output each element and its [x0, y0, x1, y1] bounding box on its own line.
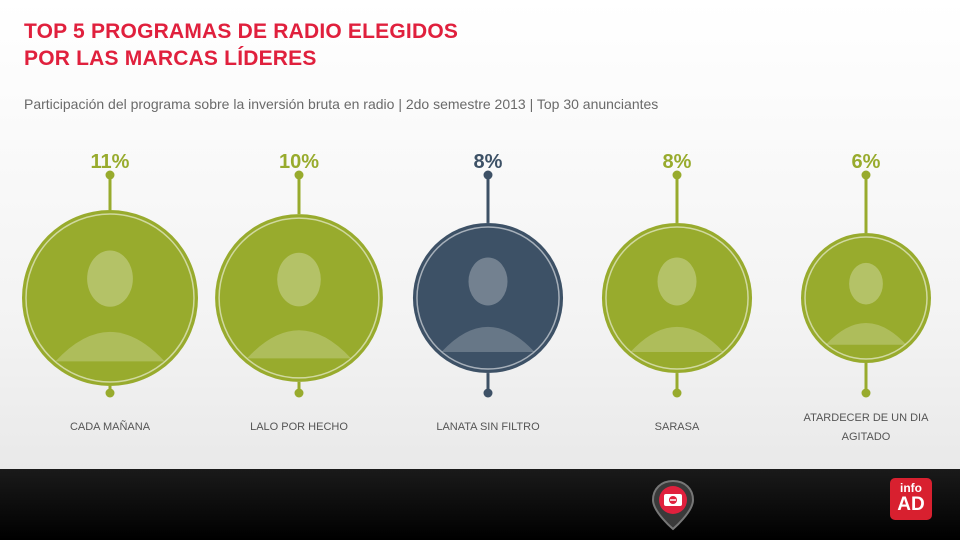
category-label: LANATA SIN FILTRO: [436, 421, 540, 433]
category-label: ATARDECER DE UN DIA: [804, 412, 930, 424]
title-line-1: TOP 5 PROGRAMAS DE RADIO ELEGIDOS: [24, 20, 459, 43]
portrait-body-icon: [246, 330, 352, 359]
connector-dot-bottom: [672, 388, 682, 398]
bubble-1: [22, 210, 198, 386]
logo-text-ad: AD: [897, 494, 925, 515]
portrait-head-icon: [468, 257, 508, 306]
logo-text-info: info: [900, 481, 922, 495]
bubble-inner-ring: [416, 226, 560, 370]
chart-subtitle: Participación del programa sobre la inve…: [24, 96, 659, 112]
value-label: 8%: [663, 151, 692, 173]
portrait-head-icon: [87, 250, 133, 307]
category-label: LALO POR HECHO: [250, 421, 348, 433]
portrait-head-icon: [657, 257, 697, 306]
connector-dot-top: [672, 170, 682, 180]
connector-dot-bottom: [294, 388, 304, 398]
portrait-head-icon: [277, 252, 321, 307]
bubble-4: [601, 222, 753, 374]
bubble-5: [801, 233, 931, 363]
bubble-inner-ring: [605, 226, 749, 370]
portrait-body-icon: [55, 331, 165, 362]
category-label: SARASA: [655, 421, 700, 433]
bubble-inner-ring: [25, 213, 195, 383]
category-label: AGITADO: [842, 431, 891, 443]
bubble-chart: 11% CADA MAÑANA 10% LALO POR HECHO 8% LANATA …: [22, 151, 931, 443]
portrait-body-icon: [825, 323, 907, 345]
portrait-body-icon: [441, 326, 535, 353]
radio-map-pin-icon: [650, 479, 696, 536]
value-label: 10%: [279, 151, 319, 173]
infoad-logo: info AD: [890, 478, 932, 520]
bubble-inner-ring: [804, 236, 928, 360]
connector-dot-top: [105, 170, 115, 180]
value-label: 11%: [91, 151, 130, 173]
footer-bar: [0, 469, 960, 540]
title-line-2: POR LAS MARCAS LÍDERES: [24, 47, 317, 70]
category-label: CADA MAÑANA: [70, 420, 151, 433]
connector-dot-top: [483, 170, 493, 180]
connector-dot-bottom: [105, 388, 115, 398]
connector-dot-bottom: [483, 388, 493, 398]
value-label: 6%: [852, 151, 881, 173]
portrait-body-icon: [630, 326, 724, 353]
chart-title: TOP 5 PROGRAMAS DE RADIO ELEGIDOS POR LA…: [24, 18, 458, 72]
bubble-inner-ring: [218, 217, 380, 379]
connector-dot-bottom: [861, 388, 871, 398]
connector-dot-top: [294, 170, 304, 180]
connector-dot-top: [861, 170, 871, 180]
portrait-head-icon: [849, 262, 883, 305]
value-label: 8%: [474, 151, 503, 173]
bubble-2: [215, 214, 383, 382]
bubble-3: [412, 222, 564, 374]
